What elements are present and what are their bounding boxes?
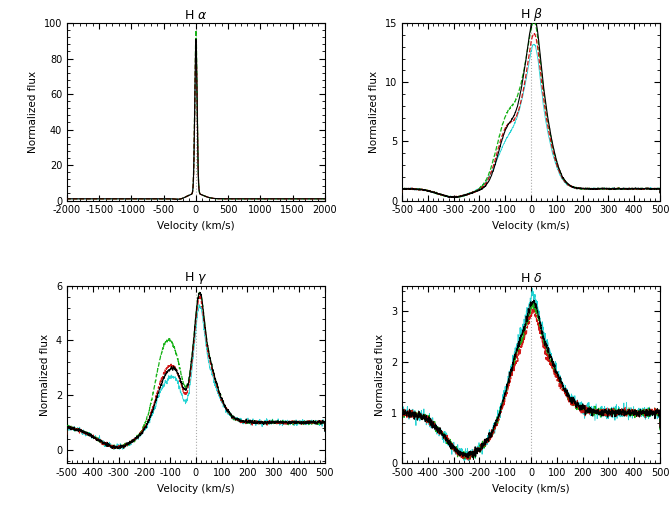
X-axis label: Velocity (km/s): Velocity (km/s) — [492, 484, 570, 494]
Y-axis label: Normalized flux: Normalized flux — [375, 333, 385, 416]
Title: H $\alpha$: H $\alpha$ — [184, 9, 208, 22]
X-axis label: Velocity (km/s): Velocity (km/s) — [157, 221, 234, 231]
Y-axis label: Normalized flux: Normalized flux — [369, 71, 379, 153]
Title: H $\gamma$: H $\gamma$ — [184, 270, 208, 286]
Title: H $\beta$: H $\beta$ — [519, 6, 543, 23]
Y-axis label: Normalized flux: Normalized flux — [28, 71, 38, 153]
Y-axis label: Normalized flux: Normalized flux — [40, 333, 50, 416]
X-axis label: Velocity (km/s): Velocity (km/s) — [157, 484, 234, 494]
Title: H $\delta$: H $\delta$ — [520, 272, 542, 285]
X-axis label: Velocity (km/s): Velocity (km/s) — [492, 221, 570, 231]
